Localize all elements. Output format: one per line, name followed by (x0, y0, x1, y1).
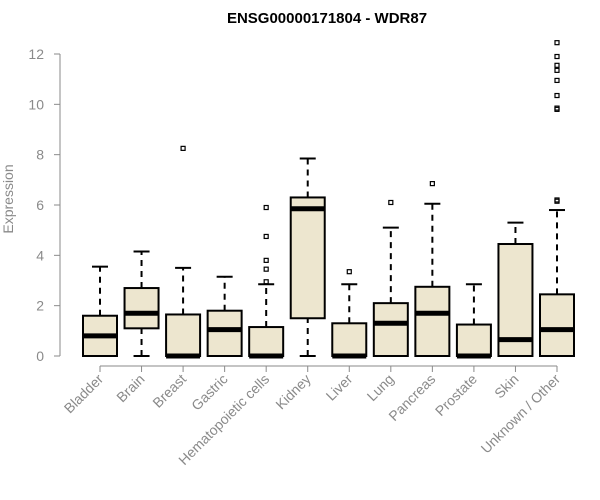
box-rect (289, 196, 326, 320)
box-breast (165, 145, 202, 359)
outlier-point (554, 67, 560, 73)
outlier-point (263, 279, 269, 285)
x-tick-label-prostate: Prostate (432, 371, 480, 419)
y-tick-label-0: 0 (36, 348, 44, 364)
outlier-point (263, 233, 269, 240)
box-rect (123, 287, 160, 330)
outlier-point (554, 92, 560, 99)
box-lung (372, 199, 409, 357)
box-rect (372, 302, 409, 357)
outlier-point (429, 181, 435, 187)
box-bladder (82, 265, 118, 358)
x-tick-label-bladder: Bladder (61, 371, 107, 417)
box-unknown-other (539, 40, 575, 358)
x-tick-label-skin: Skin (491, 371, 522, 402)
outlier-point (554, 105, 560, 111)
outlier-point (554, 62, 560, 68)
outlier-point (554, 197, 560, 203)
y-tick-label-12: 12 (28, 46, 44, 62)
y-axis: 0 2 4 6 8 10 12 (28, 46, 61, 364)
y-axis-label: Expression (0, 164, 16, 233)
outlier-point (180, 145, 186, 151)
box-skin (497, 221, 534, 357)
box-rect (414, 285, 451, 357)
chart-title: ENSG00000171804 - WDR87 (227, 10, 427, 27)
box-rect (331, 322, 368, 357)
box-rect (248, 326, 285, 357)
outlier-point (263, 266, 269, 272)
outlier-point (554, 40, 560, 46)
x-tick-label-liver: Liver (323, 371, 356, 404)
box-gastric (206, 275, 243, 358)
box-brain (123, 250, 160, 357)
box-rect (539, 293, 575, 358)
box-prostate (455, 283, 492, 359)
y-tick-label-4: 4 (36, 247, 44, 263)
y-tick-label-10: 10 (28, 96, 44, 112)
y-tick-label-2: 2 (36, 298, 44, 314)
outlier-point (263, 204, 269, 211)
box-hematopoietic-cells (248, 204, 285, 359)
x-tick-label-brain: Brain (113, 371, 147, 405)
plot-area (82, 40, 575, 359)
x-tick-label-unknown-other: Unknown / Other (478, 371, 564, 457)
outlier-point (554, 53, 560, 60)
x-tick-label-breast: Breast (149, 371, 189, 411)
y-tick-label-6: 6 (36, 197, 44, 213)
box-rect (165, 313, 202, 358)
box-rect (206, 309, 243, 358)
y-tick-label-8: 8 (36, 147, 44, 163)
box-liver (331, 269, 368, 359)
outlier-point (346, 269, 352, 275)
outlier-point (388, 199, 394, 206)
x-tick-label-lung: Lung (364, 371, 397, 404)
box-rect (455, 323, 492, 357)
box-pancreas (414, 181, 451, 357)
outlier-point (554, 77, 560, 84)
x-tick-label-kidney: Kidney (272, 371, 314, 413)
box-kidney (289, 157, 326, 357)
outlier-point (263, 257, 269, 263)
